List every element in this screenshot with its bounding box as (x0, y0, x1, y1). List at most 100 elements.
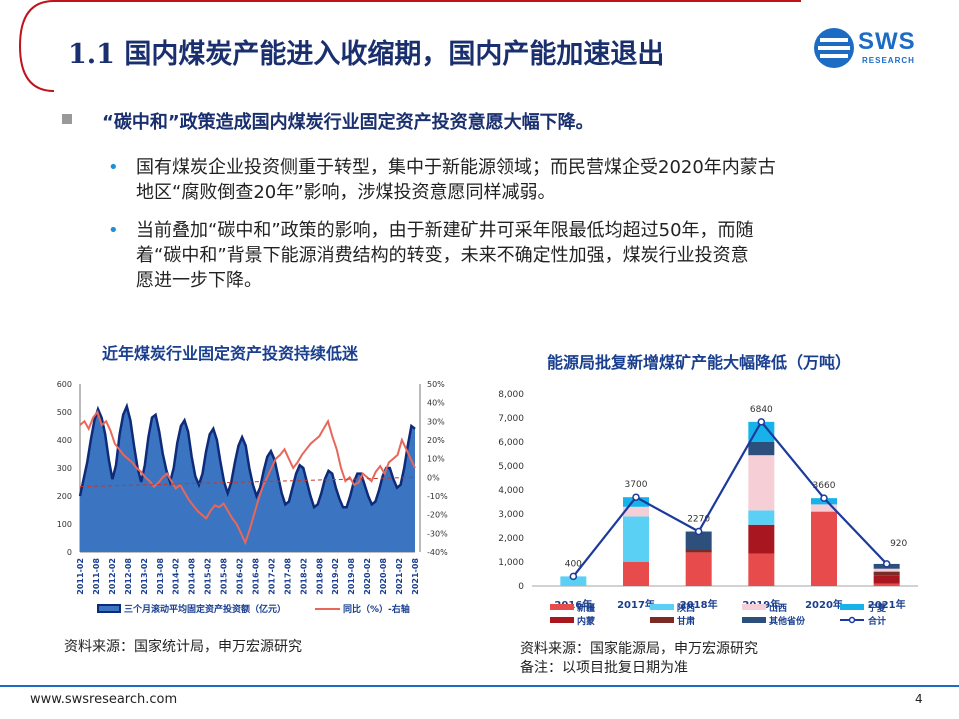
total-data-label: 6840 (750, 405, 773, 415)
legend-label-其他省份: 其他省份 (769, 615, 806, 627)
right-y-tick-label: 30% (427, 417, 445, 426)
sub-point-2-line-3: 愿进一步下降。 (136, 270, 262, 291)
right-y-tick-label: 10% (427, 455, 445, 464)
x-tick-label: 2013-02 (140, 558, 149, 595)
right-y-tick-label: 40% (427, 399, 445, 408)
right-y-tick-label: 50% (427, 380, 445, 389)
right-y-tick-label: 20% (427, 436, 445, 445)
right-y-tick-label: -10% (427, 492, 448, 501)
x-tick-label: 2016-02 (236, 558, 245, 595)
right-note: 备注：以项目批复日期为准 (520, 660, 688, 676)
x-tick-label: 2017-02 (267, 558, 276, 595)
total-point (569, 572, 578, 581)
bar-segment-其他省份 (685, 531, 712, 550)
total-data-label: 3700 (625, 480, 648, 490)
bar-segment-其他省份 (748, 442, 775, 456)
right-y-tick-label: -20% (427, 511, 448, 520)
x-tick-label: 2017年 (617, 598, 655, 611)
y-tick-label: 2,000 (498, 534, 524, 544)
left-y-tick-label: 300 (57, 464, 72, 473)
x-tick-label: 2015-02 (204, 558, 213, 595)
y-tick-label: 1,000 (498, 558, 524, 568)
x-tick-label: 2018年 (680, 598, 718, 611)
x-tick-label: 2014-08 (188, 558, 197, 595)
sub-point-2-line-2: 着“碳中和”背景下能源消费结构的转变，未来不确定性加强，煤炭行业投资意 (136, 245, 749, 266)
bar-segment-新疆 (873, 583, 900, 586)
page-number: 4 (915, 692, 923, 706)
logo-text: SWS (858, 28, 916, 55)
bar-segment-陕西 (560, 576, 587, 586)
total-data-label: 920 (890, 539, 907, 549)
bar-segment-宁夏 (748, 421, 775, 442)
legend-swatch-新疆 (550, 604, 574, 610)
y-tick-label: 3,000 (498, 510, 524, 520)
y-tick-label: 7,000 (498, 414, 524, 424)
y-tick-label: 0 (518, 582, 524, 592)
y-tick-label: 5,000 (498, 462, 524, 472)
bar-segment-新疆 (811, 511, 837, 586)
bullet-dot-icon: • (108, 220, 119, 241)
bar-segment-陕西 (623, 516, 649, 562)
bar-segment-陕西 (748, 510, 775, 525)
legend-label-陕西: 陕西 (677, 602, 695, 614)
x-tick-label: 2020-08 (379, 558, 388, 595)
legend-swatch-宁夏 (840, 604, 864, 610)
sub-point-1-line-2: 地区“腐败倒查20年”影响，涉煤投资意愿同样减弱。 (136, 182, 556, 203)
x-tick-label: 2020年 (805, 598, 843, 611)
legend-swatch-其他省份 (742, 617, 766, 623)
x-tick-label: 2019-02 (331, 558, 340, 595)
header-frame (18, 0, 801, 92)
x-tick-label: 2013-08 (156, 558, 165, 595)
bar-segment-宁夏 (623, 497, 649, 507)
logo-subtext: RESEARCH (862, 56, 915, 65)
legend-label-甘肃: 甘肃 (677, 615, 695, 627)
header-bar (14, 0, 804, 92)
x-tick-label: 2012-08 (124, 558, 133, 595)
left-y-tick-label: 600 (57, 380, 72, 389)
left-y-tick-label: 400 (57, 436, 72, 445)
left-y-tick-label: 0 (67, 548, 72, 557)
sub-point-2-line-1: 当前叠加“碳中和”政策的影响，由于新建矿井可采年限最低均超过50年，而随 (136, 220, 754, 241)
total-point (694, 527, 703, 536)
bar-segment-山西 (748, 455, 775, 511)
total-data-label: 400 (565, 559, 582, 569)
investment-area (80, 406, 415, 552)
left-chart-title: 近年煤炭行业固定资产投资持续低迷 (102, 344, 359, 363)
legend-area-swatch (97, 604, 121, 613)
x-tick-label: 2016-08 (251, 558, 260, 595)
x-tick-label: 2011-02 (76, 558, 85, 595)
x-tick-label: 2021-02 (395, 558, 404, 595)
bar-segment-山西 (811, 504, 837, 512)
bar-segment-山西 (873, 568, 900, 572)
footer-url[interactable]: www.swsresearch.com (30, 692, 178, 707)
legend-label-山西: 山西 (769, 602, 787, 614)
left-chart: 600 500 400 300 200 100 0 50% 40% 30% 20% 10% 0% -10%… (57, 380, 448, 615)
legend-swatch-甘肃 (650, 617, 674, 623)
x-tick-label: 2018-02 (299, 558, 308, 595)
legend-label-宁夏: 宁夏 (868, 602, 887, 614)
bar-segment-甘肃 (873, 571, 900, 576)
bar-segment-新疆 (685, 552, 712, 586)
x-tick-label: 2019-08 (347, 558, 356, 595)
investment-area-outline (78, 402, 416, 510)
legend-marker-total (848, 616, 856, 624)
bar-segment-山西 (623, 506, 649, 517)
x-tick-label: 2017-08 (283, 558, 292, 595)
footer-divider (0, 685, 959, 687)
x-tick-label: 2012-02 (108, 558, 117, 595)
right-y-tick-label: -30% (427, 529, 448, 538)
page-title: 1.1 国内煤炭产能进入收缩期，国内产能加速退出 (68, 39, 665, 70)
legend-line-label: 同比（%）-右轴 (343, 603, 410, 615)
left-source: 资料来源：国家统计局，申万宏源研究 (64, 639, 302, 655)
y-tick-label: 4,000 (498, 486, 524, 496)
sws-logo: SWS RESEARCH (812, 26, 942, 72)
x-tick-label: 2011-08 (92, 558, 101, 595)
legend-swatch-山西 (742, 604, 766, 610)
total-data-label: 3660 (813, 481, 836, 491)
x-tick-label: 2021年 (868, 598, 906, 611)
total-point (757, 418, 766, 426)
legend-swatch-内蒙 (550, 617, 574, 623)
bullet-square-icon (62, 114, 72, 124)
legend-label-内蒙: 内蒙 (577, 615, 595, 627)
x-tick-label: 2020-02 (363, 558, 372, 595)
